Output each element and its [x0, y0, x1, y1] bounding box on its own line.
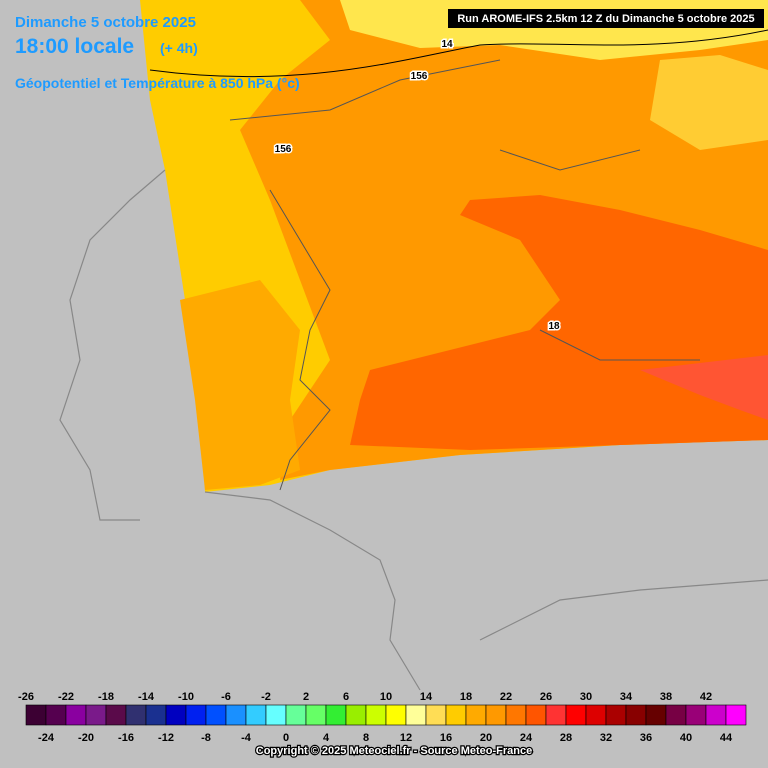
copyright: Copyright © 2025 Meteociel.fr - Source M… — [256, 745, 532, 757]
legend-label: -2 — [261, 691, 271, 703]
legend-swatch — [585, 704, 607, 726]
legend-swatch — [605, 704, 627, 726]
legend-swatch — [325, 704, 347, 726]
legend-label: -24 — [38, 732, 55, 744]
contour-line — [149, 29, 768, 78]
legend-label: 26 — [540, 691, 552, 703]
legend-label: 20 — [480, 732, 492, 744]
legend-label: -10 — [178, 691, 194, 703]
field-16b — [180, 280, 300, 490]
legend-swatch — [345, 704, 367, 726]
legend-label: 8 — [363, 732, 369, 744]
legend-label: 28 — [560, 732, 572, 744]
legend-swatch — [545, 704, 567, 726]
legend-swatch — [305, 704, 327, 726]
legend-label: 24 — [520, 732, 533, 744]
legend-label: 10 — [380, 691, 392, 703]
contour-label: 156 — [275, 144, 292, 155]
legend-swatch — [485, 704, 507, 726]
legend-label: 14 — [420, 691, 433, 703]
legend-label: 34 — [620, 691, 633, 703]
legend-swatch — [265, 704, 287, 726]
legend: -26-24-22-20-18-16-14-12-10-8-6-4-202468… — [18, 691, 747, 744]
legend-label: 6 — [343, 691, 349, 703]
legend-label: 38 — [660, 691, 672, 703]
legend-swatch — [105, 704, 127, 726]
legend-swatch — [625, 704, 647, 726]
legend-swatch — [245, 704, 267, 726]
legend-label: -8 — [201, 732, 211, 744]
legend-swatch — [65, 704, 87, 726]
legend-label: 22 — [500, 691, 512, 703]
legend-swatch — [465, 704, 487, 726]
legend-label: -4 — [241, 732, 252, 744]
legend-label: 4 — [323, 732, 330, 744]
legend-swatch — [165, 704, 187, 726]
legend-swatch — [385, 704, 407, 726]
legend-label: -18 — [98, 691, 114, 703]
legend-label: 36 — [640, 732, 652, 744]
local-time: 18:00 locale — [15, 35, 134, 58]
legend-label: -22 — [58, 691, 74, 703]
legend-swatch — [645, 704, 667, 726]
legend-swatch — [285, 704, 307, 726]
legend-label: -26 — [18, 691, 34, 703]
legend-label: -6 — [221, 691, 231, 703]
legend-swatch — [505, 704, 527, 726]
legend-swatch — [205, 704, 227, 726]
legend-label: 42 — [700, 691, 712, 703]
legend-swatch — [405, 704, 427, 726]
legend-label: 2 — [303, 691, 309, 703]
legend-swatch — [25, 704, 47, 726]
date: Dimanche 5 octobre 2025 — [15, 14, 196, 31]
legend-swatch — [225, 704, 247, 726]
legend-swatch — [125, 704, 147, 726]
field-22 — [640, 355, 768, 420]
legend-label: 12 — [400, 732, 412, 744]
legend-label: 0 — [283, 732, 289, 744]
legend-swatch — [525, 704, 547, 726]
legend-label: 18 — [460, 691, 472, 703]
legend-label: 32 — [600, 732, 612, 744]
legend-swatch — [185, 704, 207, 726]
field-16c — [650, 55, 768, 150]
contour-label: 18 — [548, 321, 560, 332]
legend-swatch — [685, 704, 707, 726]
run: Run AROME-IFS 2.5km 12 Z du Dimanche 5 o… — [457, 13, 754, 25]
legend-swatch — [45, 704, 67, 726]
legend-swatch — [145, 704, 167, 726]
legend-label: 44 — [720, 732, 733, 744]
contour-label: 14 — [441, 39, 453, 50]
legend-swatch — [705, 704, 727, 726]
legend-swatch — [665, 704, 687, 726]
contour-label: 156 — [411, 71, 428, 82]
parameter: Géopotentiel et Température à 850 hPa (°… — [15, 75, 300, 91]
legend-label: -20 — [78, 732, 94, 744]
legend-label: -12 — [158, 732, 174, 744]
field-20 — [350, 195, 768, 450]
run-box — [448, 9, 764, 28]
legend-label: -16 — [118, 732, 134, 744]
coastline — [59, 169, 768, 691]
legend-label: 16 — [440, 732, 452, 744]
legend-swatch — [365, 704, 387, 726]
legend-swatch — [85, 704, 107, 726]
legend-swatch — [565, 704, 587, 726]
legend-swatch — [445, 704, 467, 726]
offset: (+ 4h) — [160, 40, 198, 56]
legend-label: 30 — [580, 691, 592, 703]
legend-label: 40 — [680, 732, 692, 744]
borders — [229, 59, 700, 491]
legend-swatch — [725, 704, 747, 726]
legend-label: -14 — [138, 691, 155, 703]
legend-swatch — [425, 704, 447, 726]
